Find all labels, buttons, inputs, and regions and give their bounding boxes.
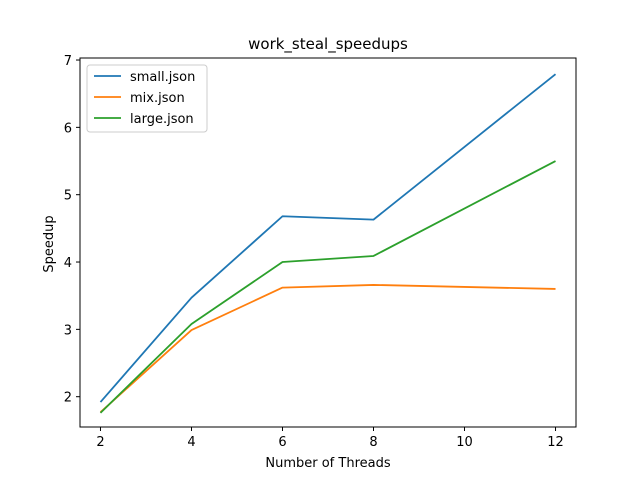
y-tick-label: 3 (64, 323, 72, 338)
chart-title: work_steal_speedups (248, 35, 408, 54)
y-axis: 2 3 4 5 6 7 (64, 54, 80, 406)
x-tick-label: 6 (278, 435, 286, 450)
series-line-mix-json (99, 284, 556, 413)
plot-frame (79, 57, 577, 428)
x-tick-label: 12 (547, 435, 564, 450)
y-tick-label: 7 (64, 54, 72, 69)
x-axis: 2 4 6 8 10 12 (96, 427, 564, 450)
y-tick-label: 2 (64, 391, 72, 406)
legend: small.json mix.json large.json (86, 64, 208, 133)
x-tick-label: 8 (369, 435, 377, 450)
x-tick-label: 2 (96, 435, 104, 450)
x-tick-label: 10 (456, 435, 473, 450)
y-axis-label: Speedup (42, 215, 57, 272)
series-line-large-json (99, 160, 556, 414)
plot-area (99, 73, 557, 414)
legend-entry: large.json (130, 112, 194, 127)
series-line-small-json (99, 73, 557, 403)
y-tick-label: 4 (64, 256, 72, 271)
y-tick-label: 5 (64, 189, 72, 204)
x-axis-label: Number of Threads (265, 456, 390, 471)
legend-entry: small.json (130, 70, 195, 85)
y-tick-label: 6 (64, 121, 72, 136)
legend-entry: mix.json (130, 91, 185, 106)
legend-box (86, 64, 208, 133)
x-tick-label: 4 (187, 435, 195, 450)
